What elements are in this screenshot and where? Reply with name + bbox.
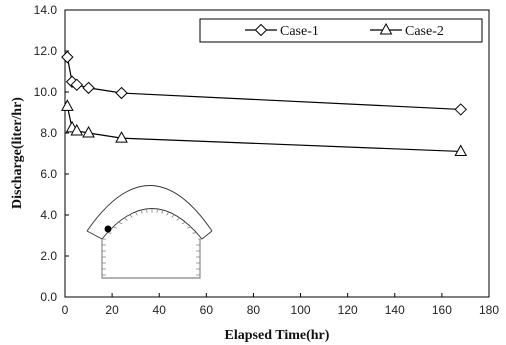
y-tick-label: 8.0: [40, 126, 57, 140]
y-tick-label: 14.0: [34, 3, 58, 17]
tunnel-lining-left-end: [86, 230, 103, 240]
tunnel-inner-wall: [101, 239, 201, 279]
data-point-diamond: [61, 50, 74, 64]
data-point-triangle: [82, 125, 95, 138]
y-axis-title: Discharge(liter/hr): [10, 97, 25, 209]
legend-item-case-1: Case-1: [245, 23, 319, 39]
data-point-triangle: [70, 123, 84, 136]
hatch-mark: [186, 226, 192, 229]
x-tick-label: 40: [153, 303, 167, 317]
x-axis-ticks: 0 20 40 60 80 100 120 140 160 180: [62, 293, 499, 317]
y-tick-label: 6.0: [40, 167, 57, 181]
data-point-diamond: [454, 103, 467, 116]
y-tick-label: 0.0: [40, 290, 57, 304]
hatch-mark: [161, 209, 164, 214]
series-layer: [61, 50, 468, 156]
data-point-diamond: [82, 81, 95, 95]
data-point-triangle: [454, 144, 468, 156]
y-tick-label: 4.0: [40, 208, 57, 222]
y-axis-ticks: 0.0 2.0 4.0 6.0 8.0 10.0 12.0 14.0: [34, 3, 69, 304]
series-case-1: [61, 50, 467, 116]
y-tick-label: 2.0: [40, 249, 57, 263]
hatch-mark: [118, 221, 123, 225]
hatch-mark: [156, 208, 158, 213]
legend-box: [199, 18, 483, 43]
x-tick-label: 140: [385, 303, 405, 317]
series-case-2: [61, 99, 468, 156]
x-axis-title: Elapsed Time(hr): [225, 328, 330, 343]
plot-area-frame: [64, 9, 490, 298]
data-point-diamond: [70, 78, 83, 92]
legend: Case-1 Case-2: [199, 18, 483, 43]
measurement-point-marker: [104, 225, 112, 233]
y-tick-label: 10.0: [34, 85, 58, 99]
data-point-triangle: [115, 131, 128, 143]
hatch-mark: [192, 232, 197, 234]
hatch-mark: [176, 217, 180, 221]
legend-marker-triangle: [379, 22, 393, 35]
hatch-mark: [129, 214, 133, 218]
tunnel-hatch-marks: [101, 208, 203, 276]
hatch-mark: [166, 211, 169, 216]
x-tick-label: 20: [105, 303, 119, 317]
tunnel-outer-lining: [86, 185, 213, 232]
data-point-diamond: [115, 86, 128, 100]
legend-marker-diamond: [254, 23, 268, 37]
x-tick-label: 60: [200, 303, 214, 317]
tunnel-lining-right-end: [201, 230, 213, 240]
x-tick-label: 160: [432, 303, 452, 317]
hatch-mark: [135, 211, 138, 216]
hatch-mark: [171, 214, 175, 218]
data-point-triangle: [61, 99, 74, 111]
x-tick-label: 0: [62, 303, 69, 317]
x-tick-label: 120: [338, 303, 358, 317]
tunnel-section-diagram: [86, 185, 213, 279]
legend-item-case-2: Case-2: [370, 22, 444, 39]
x-tick-label: 100: [291, 303, 311, 317]
hatch-mark: [124, 217, 128, 221]
hatch-mark: [146, 208, 148, 213]
x-tick-label: 80: [247, 303, 261, 317]
x-tick-label: 180: [479, 303, 499, 317]
legend-label: Case-1: [280, 24, 319, 39]
hatch-mark: [112, 226, 118, 229]
hatch-mark: [181, 221, 186, 225]
legend-label: Case-2: [405, 24, 444, 39]
y-tick-label: 12.0: [34, 44, 58, 58]
hatch-mark: [140, 209, 143, 214]
hatch-mark: [107, 232, 112, 234]
